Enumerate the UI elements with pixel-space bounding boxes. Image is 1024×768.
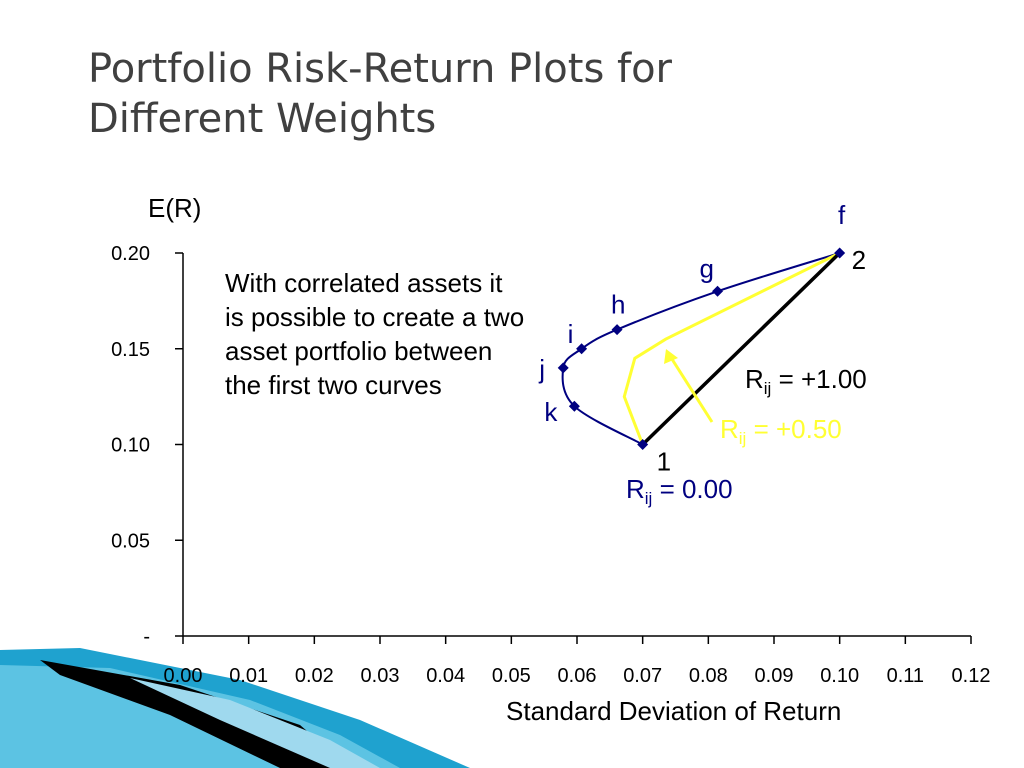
rho050-val: = +0.50 xyxy=(746,414,841,444)
slide-title: Portfolio Risk-Return Plots for Different… xyxy=(88,44,988,144)
y-tick-label: 0.20 xyxy=(111,243,150,265)
rho0-val: = 0.00 xyxy=(652,474,732,504)
x-axis-title: Standard Deviation of Return xyxy=(506,696,841,726)
rho100-val: = +1.00 xyxy=(771,364,866,394)
x-ticks: 0.00 0.01 0.02 0.03 0.04 0.05 0.06 0.07 0.08 0.09… xyxy=(164,636,991,687)
marker-g xyxy=(712,285,724,297)
marker-j xyxy=(557,362,569,374)
x-tick-label: 0.06 xyxy=(558,665,597,687)
point-label-j: j xyxy=(538,354,545,384)
series-line-rho050 xyxy=(622,251,841,446)
x-tick-label: 0.05 xyxy=(492,665,531,687)
annotation-rho-050: Rij = +0.50 xyxy=(720,414,842,448)
rho050-arrow-line xyxy=(668,355,714,423)
series-line-rho100 xyxy=(641,251,841,446)
rho0-sub: ij xyxy=(645,489,653,508)
point-label-i: i xyxy=(568,319,574,349)
annotation-rho-000: Rij = 0.00 xyxy=(626,474,733,508)
x-tick-label: 0.04 xyxy=(426,665,465,687)
x-tick-label: 0.10 xyxy=(820,665,859,687)
point-label-1: 1 xyxy=(657,447,671,477)
y-tick-label: 0.10 xyxy=(111,435,150,457)
point-label-h: h xyxy=(611,290,625,320)
x-tick-label: 0.00 xyxy=(164,665,203,687)
y-tick-label: 0.05 xyxy=(111,530,150,552)
marker-h xyxy=(611,324,623,336)
x-tick-label: 0.03 xyxy=(361,665,400,687)
marker-i xyxy=(576,343,588,355)
marker-2 xyxy=(834,247,846,259)
point-label-2: 2 xyxy=(852,245,866,275)
x-tick-label: 0.02 xyxy=(295,665,334,687)
x-tick-label: 0.12 xyxy=(952,665,991,687)
x-tick-label: 0.07 xyxy=(623,665,662,687)
y-ticks: - 0.05 0.10 0.15 0.20 xyxy=(111,243,183,648)
x-tick-label: 0.01 xyxy=(229,665,268,687)
rho100-sub: ij xyxy=(764,379,772,398)
note-text: With correlated assets it is possible to… xyxy=(225,268,525,400)
decorative-swoosh xyxy=(0,648,470,768)
marker-k xyxy=(568,400,580,412)
x-tick-label: 0.09 xyxy=(755,665,794,687)
marker-1 xyxy=(637,439,649,450)
annotation-rho-100: Rij = +1.00 xyxy=(745,364,867,398)
y-tick-label: 0.15 xyxy=(111,339,150,361)
rho050-main: R xyxy=(720,414,739,444)
x-tick-label: 0.11 xyxy=(887,665,924,687)
label-f: f xyxy=(838,200,846,230)
y-axis-title: E(R) xyxy=(148,193,201,223)
rho050-sub: ij xyxy=(739,429,747,448)
rho0-main: R xyxy=(626,474,645,504)
slide-title-line-2: Different Weights xyxy=(88,96,437,142)
point-label-g: g xyxy=(700,253,714,283)
point-labels-group: 1 kji h g 2 xyxy=(538,245,866,477)
y-tick-label: - xyxy=(143,626,150,648)
x-tick-label: 0.08 xyxy=(689,665,728,687)
rho050-arrow-head xyxy=(664,349,678,364)
point-label-k: k xyxy=(544,397,558,427)
markers-group xyxy=(557,247,846,450)
rho100-main: R xyxy=(745,364,764,394)
slide-title-line-1: Portfolio Risk-Return Plots for xyxy=(88,46,673,92)
